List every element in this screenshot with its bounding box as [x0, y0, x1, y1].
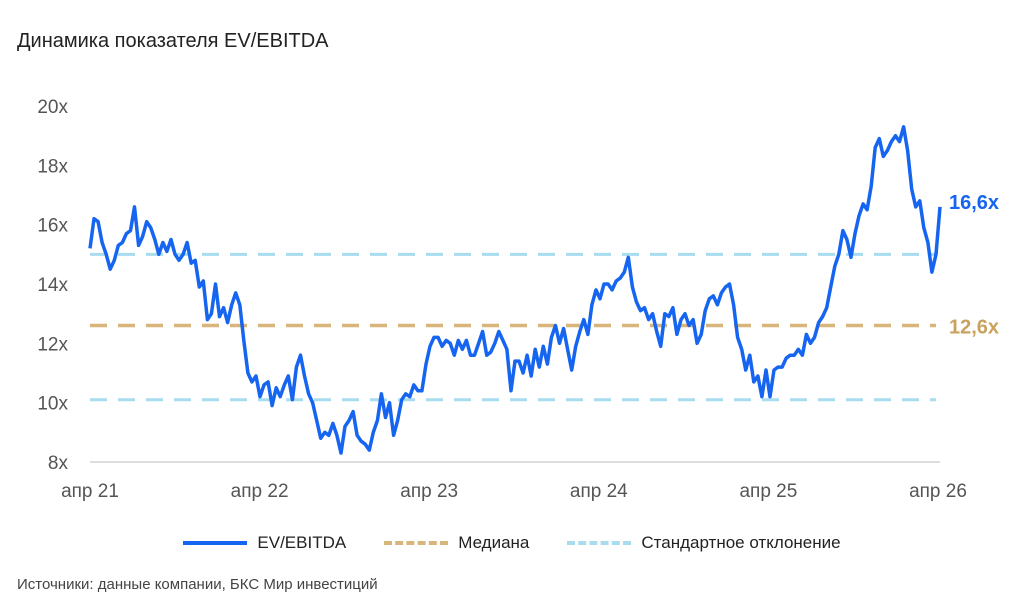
x-tick-label: апр 22: [231, 481, 289, 502]
median-value-label: 12,6x: [949, 317, 999, 339]
y-tick-label: 20x: [37, 97, 68, 118]
x-tick-label: апр 26: [909, 481, 967, 502]
y-tick-label: 18x: [37, 156, 68, 177]
y-tick-label: 8x: [48, 453, 69, 474]
y-tick-label: 10x: [37, 394, 68, 415]
source-note: Источники: данные компании, БКС Мир инве…: [17, 576, 378, 593]
legend: EV/EBITDA Медиана Стандартное отклонение: [0, 533, 1024, 553]
legend-item-ev-ebitda: EV/EBITDA: [183, 533, 346, 553]
legend-item-std: Стандартное отклонение: [567, 533, 841, 553]
legend-label: Стандартное отклонение: [641, 533, 841, 552]
x-tick-label: апр 23: [400, 481, 458, 502]
legend-item-median: Медиана: [384, 533, 529, 553]
chart-title: Динамика показателя EV/EBITDA: [17, 30, 329, 52]
y-tick-label: 12x: [37, 334, 68, 355]
legend-label: Медиана: [458, 533, 530, 552]
x-tick-label: апр 21: [61, 481, 119, 502]
x-tick-label: апр 24: [570, 481, 628, 502]
ev-ebitda-line: [88, 125, 942, 455]
x-tick-label: апр 25: [739, 481, 797, 502]
last-value-label: 16,6x: [949, 192, 999, 214]
legend-label: EV/EBITDA: [257, 533, 347, 552]
y-tick-label: 16x: [37, 216, 68, 237]
y-tick-label: 14x: [37, 275, 68, 296]
